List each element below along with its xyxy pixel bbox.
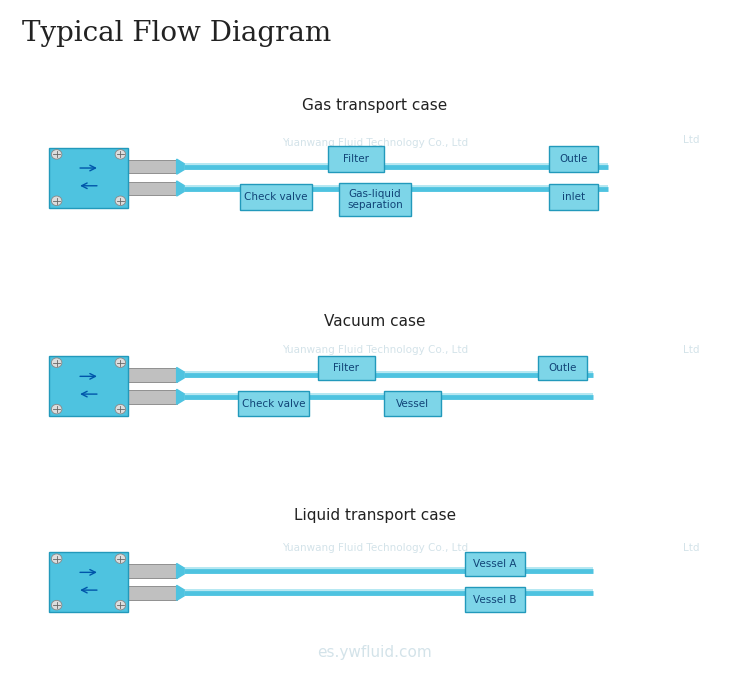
- Circle shape: [115, 600, 125, 610]
- FancyBboxPatch shape: [128, 564, 177, 578]
- FancyBboxPatch shape: [549, 184, 598, 210]
- Polygon shape: [177, 563, 184, 579]
- Text: Outle: Outle: [560, 154, 588, 164]
- Circle shape: [115, 404, 125, 414]
- Text: Gas-liquid
separation: Gas-liquid separation: [347, 189, 403, 210]
- Text: Vessel: Vessel: [396, 399, 429, 408]
- FancyBboxPatch shape: [50, 148, 128, 208]
- Text: Ltd: Ltd: [682, 135, 699, 145]
- Text: hangzhou: hangzhou: [66, 359, 114, 368]
- FancyBboxPatch shape: [238, 391, 309, 416]
- Text: Filter: Filter: [344, 154, 369, 164]
- FancyBboxPatch shape: [50, 552, 128, 612]
- Text: Gas transport case: Gas transport case: [302, 98, 448, 113]
- Text: Vessel B: Vessel B: [473, 595, 517, 604]
- FancyBboxPatch shape: [385, 391, 441, 416]
- FancyBboxPatch shape: [128, 368, 177, 382]
- Circle shape: [115, 554, 125, 563]
- Circle shape: [51, 358, 62, 367]
- Circle shape: [115, 196, 125, 206]
- FancyBboxPatch shape: [328, 146, 384, 172]
- Circle shape: [51, 196, 62, 206]
- FancyBboxPatch shape: [549, 146, 598, 172]
- Circle shape: [51, 554, 62, 563]
- Text: Vessel A: Vessel A: [473, 559, 517, 569]
- FancyBboxPatch shape: [240, 184, 312, 210]
- Text: Ltd: Ltd: [682, 543, 699, 553]
- Circle shape: [115, 358, 125, 367]
- FancyBboxPatch shape: [128, 160, 177, 173]
- FancyBboxPatch shape: [50, 356, 128, 416]
- Text: Yuanwang Fluid Technology Co., Ltd: Yuanwang Fluid Technology Co., Ltd: [282, 346, 468, 355]
- FancyBboxPatch shape: [465, 552, 525, 576]
- FancyBboxPatch shape: [128, 390, 177, 404]
- Circle shape: [51, 150, 62, 159]
- Polygon shape: [177, 159, 184, 174]
- Circle shape: [51, 404, 62, 414]
- Polygon shape: [177, 389, 184, 404]
- FancyBboxPatch shape: [128, 586, 177, 600]
- FancyBboxPatch shape: [128, 182, 177, 195]
- Text: Liquid transport case: Liquid transport case: [294, 508, 456, 523]
- Text: Check valve: Check valve: [244, 192, 308, 201]
- Text: Yuanwang Fluid Technology Co., Ltd: Yuanwang Fluid Technology Co., Ltd: [282, 139, 468, 148]
- Text: Check valve: Check valve: [242, 399, 305, 408]
- Text: hangzhou: hangzhou: [66, 151, 114, 161]
- Text: hangzhou: hangzhou: [66, 557, 114, 566]
- FancyBboxPatch shape: [465, 587, 525, 612]
- Text: Ltd: Ltd: [682, 346, 699, 355]
- Text: Vacuum case: Vacuum case: [324, 313, 426, 329]
- Text: Outle: Outle: [548, 363, 577, 373]
- Text: inlet: inlet: [562, 192, 585, 201]
- Polygon shape: [177, 585, 184, 600]
- FancyBboxPatch shape: [538, 356, 586, 380]
- Text: Yuanwang Fluid Technology Co., Ltd: Yuanwang Fluid Technology Co., Ltd: [282, 543, 468, 553]
- Text: Filter: Filter: [334, 363, 359, 373]
- Circle shape: [115, 150, 125, 159]
- FancyBboxPatch shape: [319, 356, 375, 380]
- Text: es.ywfluid.com: es.ywfluid.com: [318, 645, 432, 660]
- Polygon shape: [177, 367, 184, 382]
- FancyBboxPatch shape: [339, 183, 411, 216]
- Polygon shape: [177, 181, 184, 196]
- Text: Typical Flow Diagram: Typical Flow Diagram: [22, 20, 332, 48]
- Circle shape: [51, 600, 62, 610]
